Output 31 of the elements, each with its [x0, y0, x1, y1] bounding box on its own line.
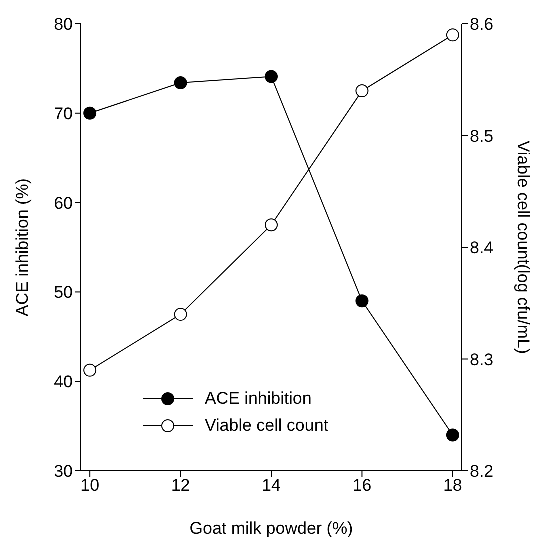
- y2-tick-label: 8.4: [470, 238, 494, 258]
- x-tick-label: 16: [352, 476, 372, 496]
- point: [174, 308, 188, 322]
- x-tick-label: 10: [80, 476, 100, 496]
- x-tick-label: 12: [171, 476, 190, 496]
- y2-tick-label: 8.2: [470, 462, 494, 482]
- y2-tick-label: 8.3: [470, 350, 494, 370]
- y-tick-label: 50: [54, 283, 73, 302]
- point: [356, 294, 369, 308]
- x-tick-label: 14: [262, 476, 281, 496]
- y-tick-label: 70: [54, 104, 73, 124]
- point: [265, 218, 278, 232]
- legend-label: Viable cell count: [205, 416, 328, 436]
- y-axis-title: ACE inhibition (%): [13, 178, 32, 316]
- point: [356, 84, 369, 98]
- y2-axis-title: Viable cell count(log cfu/mL): [514, 140, 533, 354]
- y-tick-label: 30: [54, 462, 73, 482]
- y2-tick-label: 8.5: [470, 126, 494, 146]
- point: [84, 106, 97, 120]
- x-axis-title: Goat milk powder (%): [190, 519, 354, 538]
- point: [265, 70, 278, 84]
- y-tick-label: 40: [54, 372, 73, 392]
- y-tick-label: 80: [54, 15, 73, 34]
- point: [84, 364, 97, 377]
- point: [174, 76, 188, 90]
- x-tick-label: 18: [443, 476, 462, 496]
- point: [446, 428, 460, 442]
- legend-label: ACE inhibition: [205, 388, 312, 408]
- y-tick-label: 60: [54, 194, 73, 213]
- y2-tick-label: 8.6: [470, 15, 494, 34]
- point: [446, 28, 460, 42]
